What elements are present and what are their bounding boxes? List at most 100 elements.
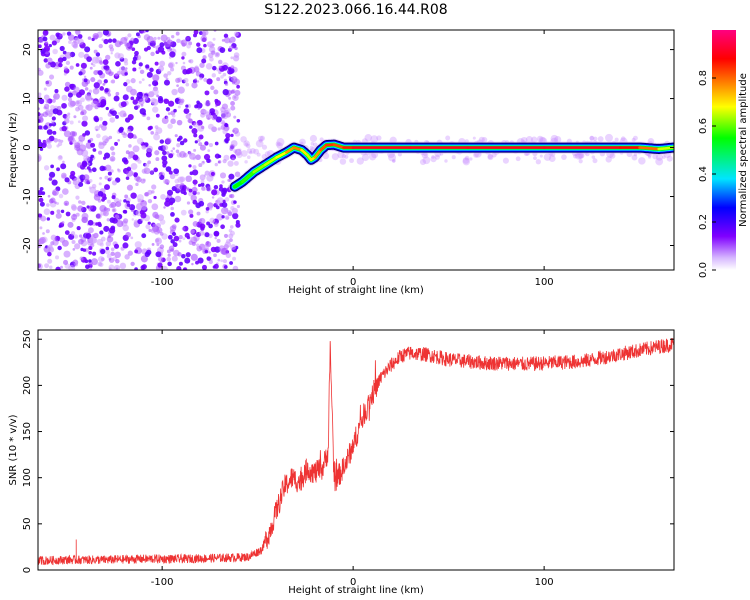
noise-speckle xyxy=(110,247,115,252)
snr-x-ticks: -100 0 100 xyxy=(151,330,554,588)
noise-speckle xyxy=(221,121,226,126)
noise-speckle xyxy=(217,160,221,164)
noise-speckle xyxy=(75,63,80,67)
noise-speckle xyxy=(116,220,124,228)
noise-speckle xyxy=(127,114,134,121)
noise-speckle xyxy=(81,200,86,206)
noise-speckle xyxy=(530,136,538,143)
noise-speckle xyxy=(85,105,90,111)
noise-speckle xyxy=(221,39,225,42)
noise-speckle xyxy=(156,227,163,234)
noise-speckle xyxy=(388,153,396,162)
noise-speckle xyxy=(392,159,396,163)
noise-speckle xyxy=(113,243,120,249)
noise-speckle xyxy=(234,46,238,51)
noise-speckle xyxy=(45,80,53,87)
noise-speckle xyxy=(180,182,184,187)
noise-speckle xyxy=(104,88,109,93)
noise-speckle xyxy=(469,157,473,161)
noise-speckle xyxy=(246,148,252,154)
noise-speckle xyxy=(68,34,75,41)
noise-speckle xyxy=(146,145,154,153)
noise-speckle xyxy=(38,112,41,117)
noise-speckle xyxy=(50,197,56,203)
y-tick-label: 20 xyxy=(22,43,33,56)
noise-speckle xyxy=(38,141,43,148)
noise-speckle xyxy=(620,136,626,142)
noise-speckle xyxy=(605,133,613,142)
noise-speckle xyxy=(74,142,81,149)
noise-speckle xyxy=(172,242,178,248)
noise-speckle xyxy=(47,258,53,264)
noise-speckle xyxy=(92,63,96,68)
noise-speckle xyxy=(59,45,65,52)
noise-speckle xyxy=(192,179,198,185)
noise-speckle xyxy=(198,134,204,140)
noise-speckle xyxy=(226,210,232,215)
noise-speckle xyxy=(191,186,198,193)
y-tick-label: 0 xyxy=(22,144,33,150)
noise-speckle xyxy=(50,120,55,124)
noise-speckle xyxy=(73,115,77,119)
noise-speckle xyxy=(56,144,60,148)
noise-speckle xyxy=(88,267,93,270)
noise-speckle xyxy=(175,184,179,188)
noise-speckle xyxy=(349,158,354,164)
noise-speckle xyxy=(220,125,226,130)
noise-speckle xyxy=(170,239,175,244)
noise-speckle xyxy=(652,153,658,160)
noise-speckle xyxy=(196,191,200,195)
noise-speckle xyxy=(88,186,92,190)
noise-speckle xyxy=(171,34,175,39)
noise-speckle xyxy=(550,134,559,143)
noise-speckle xyxy=(171,224,177,230)
noise-speckle xyxy=(39,201,45,207)
noise-speckle xyxy=(70,203,77,210)
noise-speckle xyxy=(69,83,74,89)
noise-speckle xyxy=(71,139,77,145)
signal-track-core xyxy=(241,170,256,184)
noise-speckle xyxy=(93,49,98,54)
noise-speckle xyxy=(58,62,63,68)
noise-speckle xyxy=(249,151,253,155)
noise-speckle xyxy=(122,209,127,214)
noise-speckle xyxy=(515,156,521,162)
noise-speckle xyxy=(206,158,211,163)
noise-speckle xyxy=(54,89,59,94)
noise-speckle xyxy=(170,149,174,153)
noise-speckle xyxy=(204,249,209,254)
noise-speckle xyxy=(543,153,552,161)
noise-speckle xyxy=(39,187,44,191)
noise-speckle xyxy=(206,221,211,226)
noise-speckle xyxy=(181,51,187,57)
noise-speckle xyxy=(136,176,142,183)
noise-speckle xyxy=(142,112,146,116)
noise-speckle xyxy=(67,112,71,116)
noise-speckle xyxy=(97,261,103,267)
noise-speckle xyxy=(38,67,41,72)
noise-speckle xyxy=(83,174,90,181)
noise-speckle xyxy=(149,170,154,175)
noise-speckle xyxy=(525,136,533,144)
noise-speckle xyxy=(108,176,113,181)
noise-speckle xyxy=(95,213,102,220)
noise-speckle xyxy=(111,180,118,186)
noise-speckle xyxy=(175,61,178,65)
noise-speckle xyxy=(146,35,154,44)
noise-speckle xyxy=(132,154,139,161)
noise-speckle xyxy=(169,173,176,180)
noise-speckle xyxy=(487,154,494,161)
x-tick-label: 0 xyxy=(350,277,356,288)
noise-speckle xyxy=(224,123,229,128)
noise-speckle xyxy=(157,46,165,53)
noise-speckle xyxy=(92,87,100,95)
noise-speckle xyxy=(134,249,139,254)
noise-speckle xyxy=(71,240,76,245)
noise-speckle xyxy=(102,135,109,143)
colorbar-tick-label: 0.2 xyxy=(698,214,709,230)
signal-track-core xyxy=(275,151,288,159)
noise-speckle xyxy=(259,135,266,141)
noise-speckle xyxy=(341,153,347,159)
noise-speckle xyxy=(124,254,130,260)
